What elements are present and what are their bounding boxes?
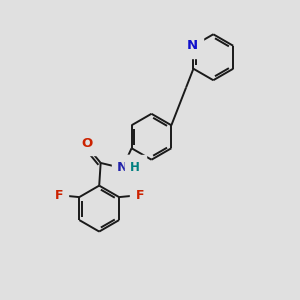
Text: N: N — [186, 39, 197, 52]
Text: H: H — [130, 161, 140, 174]
Text: N: N — [117, 161, 128, 174]
Text: F: F — [54, 189, 63, 202]
Text: F: F — [135, 189, 144, 202]
Text: O: O — [82, 137, 93, 150]
